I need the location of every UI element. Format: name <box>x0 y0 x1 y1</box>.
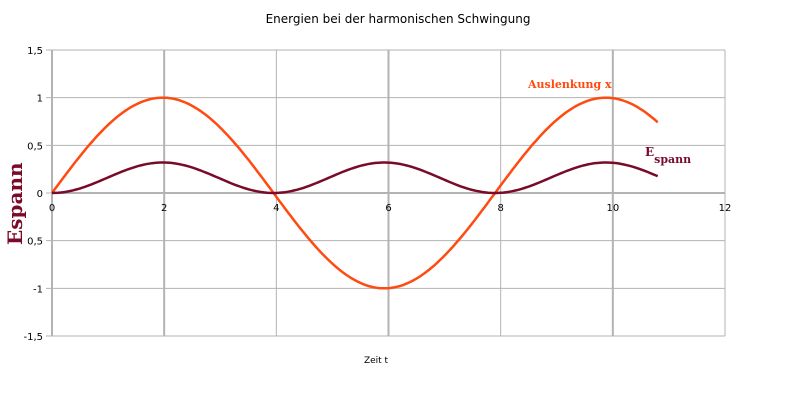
annotation-espann-main: E <box>645 145 654 159</box>
x-tick-label: 12 <box>719 203 732 214</box>
series-auslenkung <box>50 96 659 290</box>
x-tick-label: 10 <box>606 203 619 214</box>
x-tick-label: 2 <box>161 203 167 214</box>
y-tick-label: 1 <box>37 94 43 105</box>
y-tick-label: 1,5 <box>27 46 43 57</box>
x-tick-label: 0 <box>49 203 55 214</box>
x-axis-label: Zeit t <box>364 356 389 366</box>
x-tick-label: 6 <box>385 203 391 214</box>
y-axis-label-main: E <box>3 230 27 245</box>
y-tick-label: -1 <box>33 284 43 295</box>
y-axis-ticks: 1,5 1 0,5 0 0,5 -1 -1,5 <box>23 46 43 343</box>
y-tick-label: 0,5 <box>27 141 43 152</box>
grid-lines <box>46 49 726 337</box>
annotation-espann-sub: spann <box>654 153 691 166</box>
y-axis-label-sub: spann <box>3 162 27 230</box>
series-lines <box>50 96 659 290</box>
y-tick-label: 0,5 <box>27 237 43 248</box>
series-espann <box>51 161 659 195</box>
chart-title: Energien bei der harmonischen Schwingung <box>266 12 531 26</box>
x-tick-label: 8 <box>497 203 503 214</box>
y-axis-label: Espann <box>3 162 27 245</box>
x-axis-ticks: 0 2 4 6 8 10 12 <box>49 203 732 214</box>
annotation-espann: Espann <box>645 145 691 166</box>
annotation-auslenkung: Auslenkung x <box>527 78 612 91</box>
x-tick-label: 4 <box>273 203 279 214</box>
y-tick-label: 0 <box>37 189 43 200</box>
y-tick-label: -1,5 <box>23 332 43 343</box>
